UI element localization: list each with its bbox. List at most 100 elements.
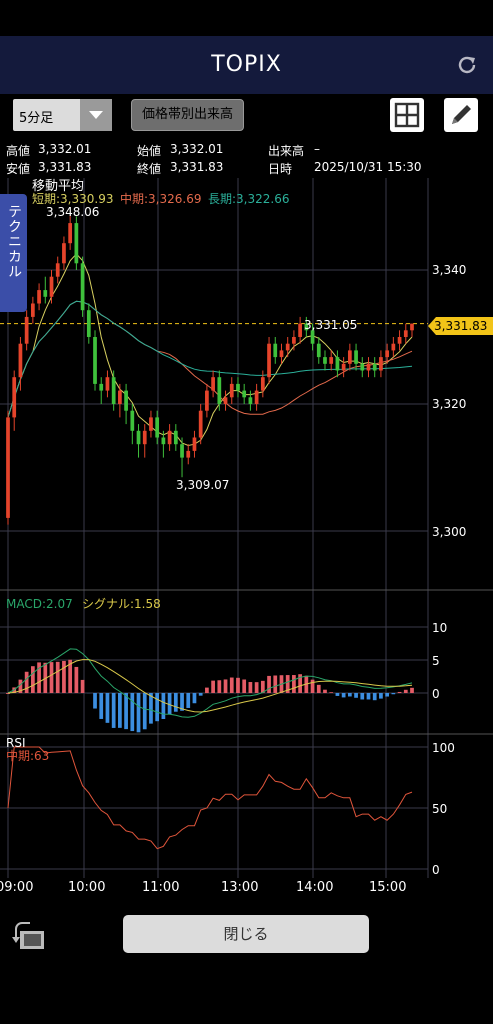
macd-histogram-bar — [217, 680, 222, 693]
x-tick-1300: 13:00 — [221, 880, 258, 895]
short-ma-label: 短期:3,330.93 — [32, 192, 113, 206]
candle-body — [366, 363, 371, 371]
candle-body — [316, 343, 321, 358]
candle-body — [68, 223, 73, 244]
macd-histogram-bar — [62, 660, 66, 693]
candle-body — [223, 397, 228, 404]
macd-histogram-bar — [205, 687, 209, 693]
candle-body — [18, 343, 23, 378]
y-tick-3: 3,300 — [432, 525, 466, 539]
macd-histogram-bar — [267, 675, 271, 693]
macd-histogram-bar — [105, 693, 110, 723]
macd-histogram-bar — [192, 693, 197, 704]
current-price-badge-bg — [428, 317, 493, 335]
candle-body — [155, 417, 160, 438]
stock-chart[interactable]: 移動平均 短期:3,330.93 中期:3,326.69 長期:3,322.66… — [0, 178, 493, 878]
macd-histogram-bar — [161, 693, 166, 719]
candle-body — [93, 337, 97, 384]
rsi-y-tick-3: 0 — [432, 863, 440, 877]
candle-body — [211, 377, 215, 391]
macd-histogram-bar — [403, 689, 408, 693]
candle-body — [198, 410, 203, 438]
macd-histogram-bar — [49, 662, 54, 693]
close-label: 終値 — [137, 162, 162, 176]
macd-histogram-bar — [329, 692, 334, 693]
candle-body — [354, 350, 358, 364]
candle-body — [397, 337, 402, 344]
candle-body — [379, 357, 383, 371]
candle-body — [403, 330, 408, 337]
candle-body — [260, 377, 265, 391]
page-title: TOPIX — [211, 52, 282, 77]
candle-body — [12, 377, 17, 418]
open-label: 始値 — [137, 144, 162, 158]
candle-body — [310, 330, 315, 344]
candle-body — [242, 390, 247, 398]
high-label: 高値 — [6, 144, 31, 158]
candle-body — [329, 357, 334, 364]
rotate-screen-icon[interactable] — [10, 917, 48, 953]
macd-histogram-bar — [316, 684, 321, 693]
macd-histogram-bar — [335, 693, 340, 696]
macd-histogram-bar — [385, 693, 390, 697]
chevron-down-icon — [80, 99, 112, 131]
candle-body — [180, 444, 184, 458]
candle-body — [111, 377, 116, 404]
technical-tab-label: テクニカル — [6, 204, 22, 279]
moving-average-lines — [7, 253, 413, 447]
candle-body — [335, 357, 340, 371]
candle-body — [86, 310, 91, 337]
macd-histogram-bar — [229, 677, 234, 693]
candlesticks — [6, 215, 414, 525]
candle-body — [173, 430, 178, 445]
high-value: 3,332.01 — [38, 142, 92, 156]
technical-tab[interactable]: テクニカル — [0, 194, 27, 312]
macd-line — [7, 648, 413, 718]
macd-histogram-bar — [68, 659, 73, 693]
macd-histogram-bar — [397, 691, 402, 693]
macd-histogram-bar — [55, 661, 60, 693]
volume-label: 出来高 — [268, 144, 305, 158]
candle-body — [62, 243, 66, 264]
macd-histogram-bar — [43, 662, 48, 693]
candle-body — [161, 437, 166, 445]
mid-ma-label: 中期:3,326.69 — [120, 191, 201, 206]
rsi-y-tick-1: 100 — [432, 741, 455, 755]
macd-histogram-bar — [236, 677, 240, 693]
macd-histogram-bar — [180, 693, 184, 711]
macd-y-tick-1: 10 — [432, 621, 447, 635]
macd-histogram-bar — [142, 693, 147, 730]
candle-body — [248, 397, 253, 404]
datetime-value: 2025/10/31 15:30 — [314, 160, 422, 174]
candle-body — [360, 363, 365, 371]
macd-histogram-bar — [310, 679, 315, 693]
candle-body — [105, 377, 110, 391]
candle-body — [229, 383, 234, 398]
macd-histogram-bar — [341, 693, 346, 698]
macd-histogram-bar — [198, 693, 203, 696]
candle-body — [217, 377, 222, 404]
macd-histogram-bar — [30, 666, 35, 693]
candle-body — [49, 276, 54, 297]
layout-grid-button[interactable] — [390, 98, 424, 132]
draw-button[interactable] — [444, 98, 478, 132]
grid-icon — [394, 102, 420, 128]
rsi-y-tick-2: 50 — [432, 802, 447, 816]
macd-label: MACD:2.07 — [6, 597, 73, 611]
refresh-icon[interactable] — [455, 53, 479, 77]
macd-histogram-bar — [347, 693, 352, 697]
candle-body — [347, 350, 352, 364]
candle-body — [341, 363, 346, 371]
macd-histogram-bar — [391, 693, 396, 695]
candle-body — [323, 357, 327, 364]
interval-select[interactable]: 5分足 — [13, 99, 112, 131]
macd-histogram-bar — [223, 679, 228, 693]
macd-histogram-bar — [242, 679, 247, 693]
pencil-icon — [452, 105, 471, 124]
macd-histogram-bar — [186, 693, 191, 708]
current-price-badge: 3,331.83 — [434, 319, 487, 333]
candle-body — [391, 343, 396, 351]
close-button[interactable]: 閉じる — [123, 915, 369, 953]
x-tick-1100: 11:00 — [142, 880, 179, 895]
price-volume-button[interactable]: 価格帯別出来高 — [131, 99, 244, 131]
